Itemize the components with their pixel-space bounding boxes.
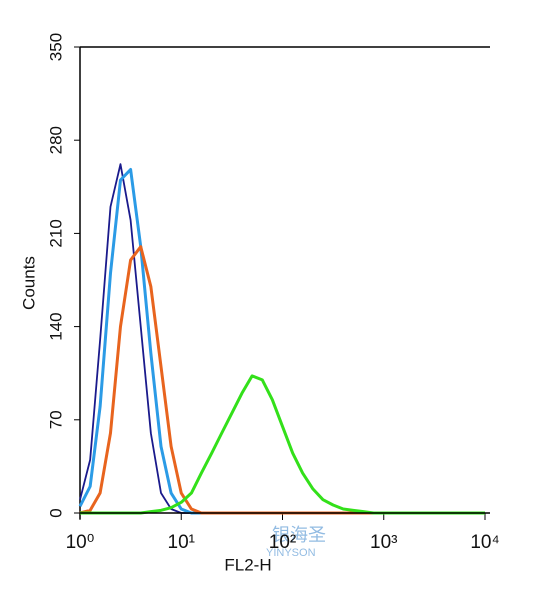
x-tick-label: 10⁴ [470,532,499,553]
y-tick-label: 210 [46,219,65,247]
series-line [79,245,485,515]
x-tick-label: 10⁰ [66,532,95,553]
watermark-sub: YINYSON [266,547,316,559]
series-line [78,167,485,515]
x-tick-label: 10¹ [168,532,195,553]
x-tick-label: 10³ [370,532,397,553]
watermark: 银海圣 [272,525,326,545]
y-tick-label: 0 [46,508,65,517]
y-tick-label: 140 [46,312,65,340]
y-tick-label: 350 [46,33,65,61]
x-tick-label: 10² [269,532,296,553]
series-line [80,374,485,515]
x-axis-label: FL2-H [224,555,271,574]
y-tick-label: 280 [46,126,65,154]
y-axis-label: Counts [19,256,38,310]
y-tick-label: 70 [46,410,65,429]
series-line [79,163,485,514]
